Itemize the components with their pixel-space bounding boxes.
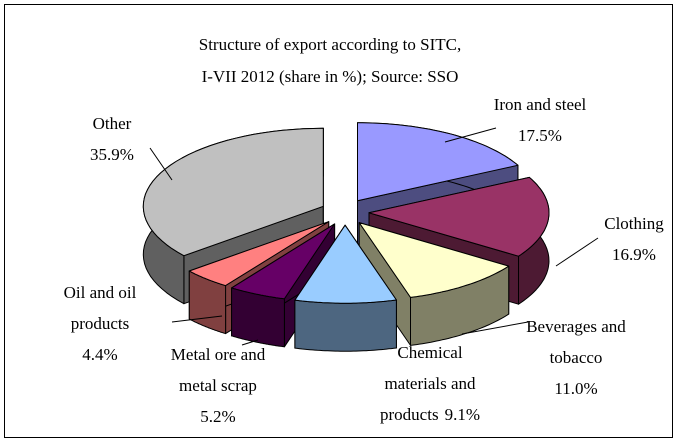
leader-line	[461, 321, 529, 335]
label-line: tobacco	[550, 348, 603, 367]
value-label: 35.9%	[90, 145, 134, 164]
slice	[231, 223, 336, 300]
slice	[142, 127, 324, 257]
label-line: materials and	[384, 374, 476, 393]
slice	[358, 222, 510, 298]
slice	[368, 176, 550, 257]
slice-label: Metal ore and metal scrap 5.2%	[171, 345, 266, 426]
slice	[188, 221, 330, 287]
slice	[294, 224, 397, 304]
value-label: 9.1%	[445, 405, 480, 424]
label-line: products	[380, 405, 439, 424]
leader-line	[241, 339, 259, 346]
value-label: 11.0%	[554, 379, 597, 398]
leader-line	[555, 237, 599, 267]
label-line: Other	[93, 114, 132, 133]
chart-title: Structure of export according to SITC,	[199, 35, 462, 54]
label-line: Clothing	[604, 214, 664, 233]
leader-line	[149, 147, 173, 181]
slice-wall	[294, 299, 397, 352]
label-line: Iron and steel	[494, 95, 587, 114]
chart-title: I-VII 2012 (share in %); Source: SSO	[202, 67, 459, 86]
label-line: Beverages and	[526, 317, 626, 336]
slice-label: Iron and steel 17.5%	[494, 95, 587, 145]
value-label: 5.2%	[200, 407, 235, 426]
label-line: metal scrap	[179, 376, 257, 395]
slice-label: Clothing 16.9%	[604, 214, 664, 264]
slice-label: Chemical materials and products 9.1%	[380, 343, 480, 424]
slice-label: Oil and oil products 4.4%	[64, 283, 137, 364]
value-label: 17.5%	[518, 126, 562, 145]
label-line: Metal ore and	[171, 345, 266, 364]
chart-border	[4, 4, 673, 438]
value-label: 4.4%	[82, 345, 117, 364]
value-label: 16.9%	[612, 245, 656, 264]
label-line: Chemical	[397, 343, 462, 362]
label-line: Oil and oil	[64, 283, 137, 302]
label-line: products	[71, 314, 130, 333]
leader-line	[444, 127, 497, 143]
leader-line	[171, 315, 223, 323]
slice-label: Other 35.9%	[90, 114, 134, 164]
slice-label: Beverages and tobacco 11.0%	[526, 317, 626, 398]
slice	[357, 122, 519, 202]
